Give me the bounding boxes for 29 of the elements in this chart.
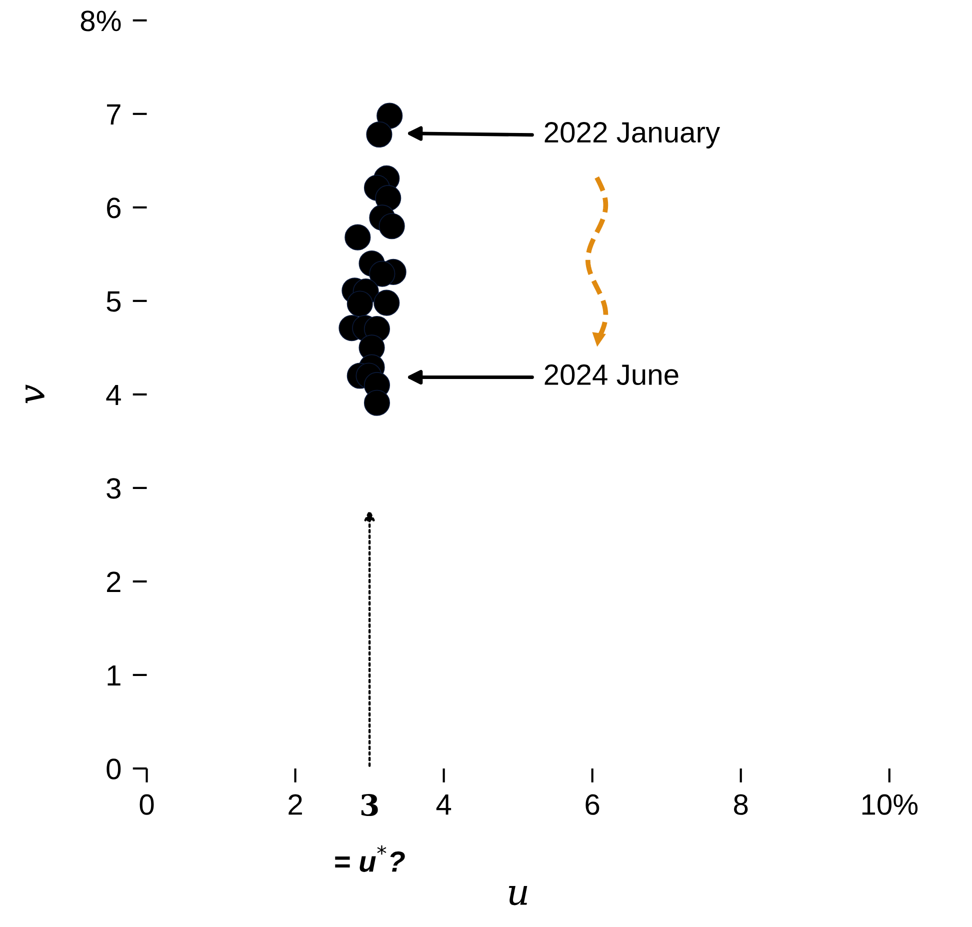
point — [376, 102, 403, 129]
x-tick-label: 6 — [586, 794, 600, 815]
text: = u$^{*}$? — [335, 845, 405, 872]
point — [346, 290, 373, 317]
point — [369, 260, 396, 287]
y-tick-label: 2 — [107, 572, 120, 592]
point — [364, 390, 390, 416]
point — [366, 121, 392, 148]
y-axis-title: v — [26, 384, 44, 404]
x-axis-title: u — [508, 886, 528, 906]
point — [378, 213, 405, 240]
x-tick-label: 0 — [140, 794, 154, 815]
point — [374, 290, 400, 316]
y-tick-label: 3 — [106, 478, 120, 499]
y-tick-label: 5 — [106, 291, 121, 312]
x-tick-label: 2 — [288, 794, 302, 815]
y-tick-label: 8% — [80, 10, 121, 32]
x-tick-label: 8 — [734, 794, 748, 815]
y-tick-label: 1 — [108, 665, 120, 686]
y-tick-label: 4 — [106, 384, 121, 406]
y-tick-label: 7 — [107, 104, 120, 124]
x-tick-label: 4 — [436, 794, 452, 815]
annotation: 2024 June — [544, 364, 678, 386]
y-tick-label: 0 — [106, 758, 121, 780]
point — [344, 224, 371, 250]
x-tick-label: 3 — [361, 794, 378, 816]
annotation: 2022 January — [544, 122, 720, 148]
y-tick-label: 6 — [107, 198, 120, 218]
x-tick-label: 10% — [862, 794, 918, 815]
